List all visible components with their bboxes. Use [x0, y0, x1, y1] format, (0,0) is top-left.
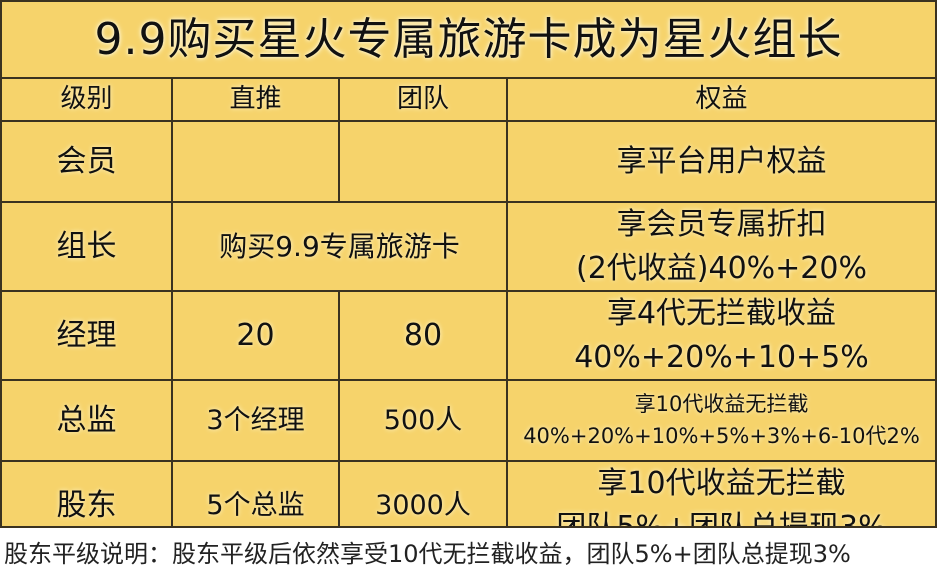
header-level: 级别 [2, 79, 173, 122]
table-row: 经理 20 80 享4代无拦截收益 40%+20%+10+5% [2, 290, 935, 381]
benefit-line: 享平台用户权益 [616, 143, 827, 179]
level-cell: 总监 [2, 379, 173, 462]
header-benefit: 权益 [506, 79, 935, 122]
benefit-line: (2代收益)40%+20% [576, 250, 867, 286]
benefit-line: 享10代收益无拦截 [597, 466, 846, 501]
benefit-cell: 享会员专属折扣 (2代收益)40%+20% [506, 201, 935, 292]
level-cell: 股东 [2, 460, 173, 526]
benefit-cell: 享4代无拦截收益 40%+20%+10+5% [506, 290, 935, 381]
benefit-line: 享会员专属折扣 [616, 207, 827, 242]
team-cell: 80 [338, 290, 508, 381]
benefit-line: 团队5%+团队总提现3% [556, 509, 887, 528]
level-cell: 经理 [2, 290, 173, 381]
header-direct: 直推 [171, 79, 340, 122]
level-cell: 会员 [2, 120, 173, 203]
table-row: 组长 购买9.9专属旅游卡 享会员专属折扣 (2代收益)40%+20% [2, 201, 935, 292]
benefit-line: 享10代收益无拦截 [634, 392, 809, 416]
team-cell [338, 120, 508, 203]
table-row: 会员 享平台用户权益 [2, 120, 935, 203]
benefit-line: 40%+20%+10%+5%+3%+6-10代2% [523, 423, 920, 448]
direct-cell: 5个总监 [171, 460, 340, 526]
level-cell: 组长 [2, 201, 173, 292]
team-cell: 3000人 [338, 460, 508, 526]
footnote: 股东平级说明：股东平级后依然享受10代无拦截收益，团队5%+团队总提现3% [4, 540, 851, 568]
benefit-line: 40%+20%+10+5% [574, 339, 869, 375]
direct-cell [171, 120, 340, 203]
header-team: 团队 [338, 79, 508, 122]
table-row: 股东 5个总监 3000人 享10代收益无拦截 团队5%+团队总提现3% [2, 460, 935, 528]
direct-team-merged-cell: 购买9.9专属旅游卡 [171, 201, 508, 292]
direct-cell: 20 [171, 290, 340, 381]
benefit-cell: 享10代收益无拦截 团队5%+团队总提现3% [506, 460, 935, 528]
benefit-table-sheet: 9.9购买星火专属旅游卡成为星火组长 级别 直推 团队 权益 会员 享平台用户权… [0, 0, 937, 528]
table-row: 总监 3个经理 500人 享10代收益无拦截 40%+20%+10%+5%+3%… [2, 379, 935, 462]
benefit-line: 享4代无拦截收益 [606, 296, 837, 331]
direct-cell: 3个经理 [171, 379, 340, 462]
page-title: 9.9购买星火专属旅游卡成为星火组长 [2, 2, 935, 79]
benefit-cell: 享10代收益无拦截 40%+20%+10%+5%+3%+6-10代2% [506, 379, 935, 462]
benefit-cell: 享平台用户权益 [506, 120, 935, 203]
level-table: 级别 直推 团队 权益 会员 享平台用户权益 组长 购买9.9专属旅游卡 享会员… [2, 79, 935, 528]
table-header-row: 级别 直推 团队 权益 [2, 79, 935, 122]
team-cell: 500人 [338, 379, 508, 462]
